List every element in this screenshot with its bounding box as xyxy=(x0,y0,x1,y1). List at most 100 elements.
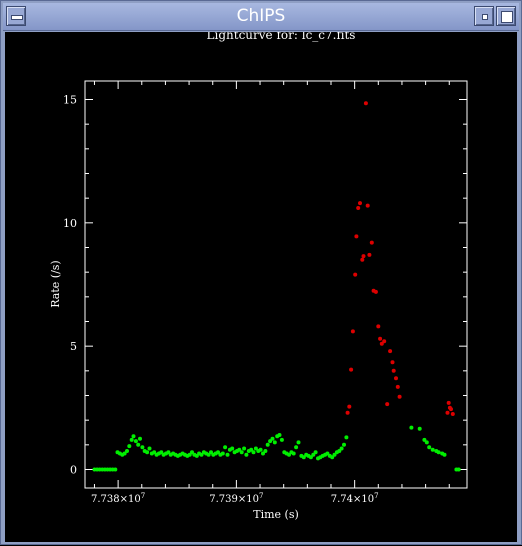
data-point xyxy=(199,452,204,457)
data-point xyxy=(356,206,361,210)
data-point xyxy=(122,451,127,456)
data-point xyxy=(409,425,414,430)
data-point xyxy=(344,435,349,440)
minimize-icon xyxy=(482,14,488,20)
data-point xyxy=(450,412,455,416)
data-point xyxy=(446,400,451,405)
data-point xyxy=(253,446,258,451)
data-point xyxy=(308,455,313,460)
data-point xyxy=(358,201,362,206)
data-point xyxy=(376,324,381,329)
data-point xyxy=(223,445,228,450)
data-point xyxy=(395,384,400,389)
data-point xyxy=(251,450,256,455)
lightcurve-plot: Lightcurve for: lc_c7.fits 0 5 10 15 7.738×1… xyxy=(49,28,468,521)
data-point xyxy=(347,404,352,409)
data-point xyxy=(152,450,157,455)
y-tick-label: 10 xyxy=(63,217,77,230)
data-point xyxy=(342,442,346,447)
data-point xyxy=(369,240,374,245)
minimize-button[interactable] xyxy=(474,6,494,26)
y-tick-label: 15 xyxy=(63,94,77,107)
data-points xyxy=(92,101,461,472)
data-point xyxy=(424,440,429,445)
data-point xyxy=(365,203,370,208)
data-point xyxy=(332,452,337,457)
data-point xyxy=(345,410,350,415)
data-point xyxy=(244,452,249,457)
data-point xyxy=(291,451,296,456)
chart-title: Lightcurve for: lc_c7.fits xyxy=(207,32,356,42)
maximize-icon xyxy=(501,11,513,23)
maximize-button[interactable] xyxy=(496,6,516,26)
data-point xyxy=(449,407,453,412)
window-menu-button[interactable] xyxy=(6,6,26,26)
data-point xyxy=(436,450,441,455)
data-point xyxy=(385,402,390,407)
y-tick-label: 5 xyxy=(70,340,77,353)
data-point xyxy=(373,289,378,294)
data-point xyxy=(279,437,284,442)
data-point xyxy=(265,442,270,447)
data-point xyxy=(216,450,220,455)
data-point xyxy=(367,252,372,257)
data-point xyxy=(349,367,354,372)
data-point xyxy=(430,447,435,452)
data-point xyxy=(294,445,299,450)
data-point xyxy=(350,329,355,334)
data-point xyxy=(417,426,422,431)
data-point xyxy=(296,440,301,445)
data-point xyxy=(127,444,132,449)
data-point xyxy=(225,452,230,457)
data-point xyxy=(388,349,393,354)
data-point xyxy=(442,452,447,457)
data-point xyxy=(140,445,145,450)
window-title: ChIPS xyxy=(236,6,286,26)
data-point xyxy=(445,410,450,415)
data-point xyxy=(360,257,365,262)
data-point xyxy=(301,455,306,460)
data-point xyxy=(136,442,141,447)
x-tick-label: 7.738×107 xyxy=(91,492,145,505)
data-point xyxy=(277,433,282,437)
data-point xyxy=(138,436,142,441)
x-tick-label: 7.74×107 xyxy=(331,492,379,505)
data-point xyxy=(391,368,396,373)
y-axis-label: Rate (/s) xyxy=(49,260,62,307)
x-axis-label: Time (s) xyxy=(253,508,299,521)
data-point xyxy=(220,451,225,456)
data-point xyxy=(422,437,427,442)
x-tick-label: 7.739×107 xyxy=(209,492,263,505)
data-point xyxy=(456,467,461,472)
data-point xyxy=(390,360,395,365)
data-point xyxy=(427,445,432,450)
data-point xyxy=(272,440,277,445)
data-point xyxy=(145,450,150,455)
data-point xyxy=(258,447,263,452)
data-point xyxy=(354,234,359,239)
data-point xyxy=(363,101,368,106)
data-point xyxy=(313,450,318,455)
data-point xyxy=(378,336,383,341)
data-point xyxy=(270,436,275,441)
data-point xyxy=(287,452,291,457)
data-point xyxy=(147,446,152,451)
data-point xyxy=(113,467,118,472)
data-point xyxy=(239,450,244,455)
data-point xyxy=(263,449,268,453)
plot-frame xyxy=(84,80,468,489)
data-point xyxy=(261,451,265,456)
data-point xyxy=(361,254,366,259)
data-point xyxy=(394,376,398,381)
data-point xyxy=(133,439,138,444)
window-menu-icon xyxy=(11,15,23,20)
title-bar[interactable]: ChIPS xyxy=(3,3,519,31)
data-point xyxy=(206,452,211,457)
data-point xyxy=(379,341,384,346)
data-point xyxy=(230,446,235,451)
plot-canvas: Lightcurve for: lc_c7.fits 0 5 10 15 7.738×1… xyxy=(5,28,517,542)
data-point xyxy=(190,450,194,455)
data-point xyxy=(382,339,387,344)
data-point xyxy=(125,449,129,453)
